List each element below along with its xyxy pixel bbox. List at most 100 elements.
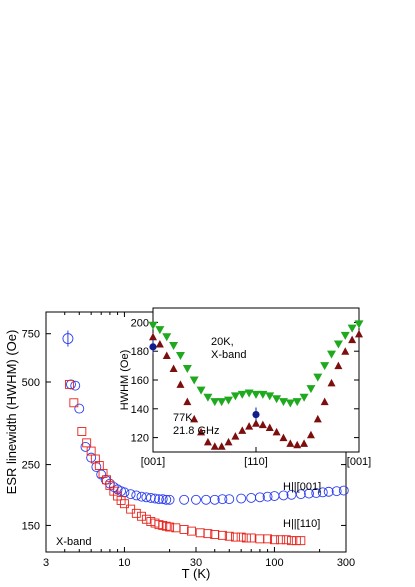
data-point-h001 xyxy=(164,494,175,505)
inset-point-20k xyxy=(162,333,172,342)
data-point-h001 xyxy=(338,485,349,496)
data-point-h001 xyxy=(91,462,102,472)
data-point-h110 xyxy=(281,535,291,545)
inset-point-20k xyxy=(258,390,268,399)
inset-plot: [001] [110] [001] 120 140 160 180 200 HWHM (Oe… xyxy=(119,307,371,468)
data-point-h001 xyxy=(125,489,136,500)
inset-point-77k xyxy=(252,419,260,427)
data-point-h001 xyxy=(150,493,160,504)
data-point-h110 xyxy=(98,469,108,478)
inset-point-77k xyxy=(183,397,192,406)
data-point-h110 xyxy=(231,532,240,542)
data-point-h001 xyxy=(74,403,85,414)
data-point-h001 xyxy=(269,491,280,501)
inset-plot-frame xyxy=(152,307,360,453)
y-axis-label: ESR linewidth (HWHM) (Oe) xyxy=(4,330,19,495)
inset-y-ticks: 120 140 160 180 200 xyxy=(131,317,359,445)
x-tick-label: 3 xyxy=(43,557,49,569)
main-y-ticks: 150 250 500 750 xyxy=(22,329,346,532)
inset-y-tick-label: 120 xyxy=(131,433,149,445)
x-tick-label: 10 xyxy=(118,557,130,569)
main-plot: 3 10 30 100 300 150 250 500 750 T (K) ESR linew… xyxy=(4,311,355,581)
data-point-h110 xyxy=(236,532,246,542)
data-point-h110 xyxy=(263,534,273,544)
data-point-h110 xyxy=(187,526,196,536)
annotation-21-8-ghz: 21.8 GHz xyxy=(173,425,219,437)
inset-y-tick-label: 140 xyxy=(131,404,149,416)
data-point-h110 xyxy=(77,427,87,436)
data-point-h110 xyxy=(241,533,251,543)
inset-x-ticks: [001] [110] [001] xyxy=(141,447,371,468)
inset-point-20k xyxy=(155,326,165,335)
inset-point-77k xyxy=(279,433,288,442)
data-point-h110 xyxy=(161,521,171,531)
data-point-h001 xyxy=(224,494,235,505)
inset-point-20k xyxy=(148,321,158,330)
inset-point-77k xyxy=(258,420,267,429)
data-point-h001 xyxy=(157,494,168,505)
inset-point-20k xyxy=(189,376,199,385)
inset-point-20k xyxy=(340,331,350,340)
data-point-h110 xyxy=(287,536,296,546)
x-tick-label: 30 xyxy=(190,557,202,569)
x-tick-label: 300 xyxy=(337,557,355,569)
inset-point-20k xyxy=(327,350,337,359)
data-point-h001 xyxy=(201,494,211,505)
data-point-h001 xyxy=(317,487,328,498)
data-point-h001 xyxy=(217,494,228,505)
inset-point-20k xyxy=(292,398,302,407)
inset-point-20k xyxy=(175,352,185,361)
inset-point-77k xyxy=(217,442,226,450)
inset-point-20k xyxy=(354,320,364,329)
inset-point-20k xyxy=(196,386,206,395)
data-point-h110 xyxy=(246,533,256,543)
inset-point-77k xyxy=(162,351,171,360)
inset-point-20k xyxy=(299,393,309,402)
inset-x-tick-label: [110] xyxy=(244,456,268,468)
data-point-h110 xyxy=(137,511,146,521)
inset-series xyxy=(148,320,364,450)
inset-point-20k xyxy=(210,398,220,407)
inset-point-77k xyxy=(272,427,281,436)
data-point-h001 xyxy=(331,486,342,497)
data-point-h110 xyxy=(69,398,79,408)
inset-y-axis-label: HWHM (Oe) xyxy=(119,350,131,411)
inset-point-20k xyxy=(230,392,240,401)
x-band-annotation: X-band xyxy=(56,536,91,548)
data-point-h110 xyxy=(269,535,279,545)
inset-x-tick-label: [001] xyxy=(141,456,165,468)
y-tick-label: 750 xyxy=(22,329,40,341)
inset-point-20k xyxy=(237,390,247,399)
data-point-h110 xyxy=(276,535,286,545)
data-point-h001 xyxy=(254,492,265,503)
inset-point-20k xyxy=(320,362,330,371)
inset-point-77k xyxy=(245,422,254,430)
inset-point-20k xyxy=(272,395,282,404)
data-point-h001 xyxy=(179,494,190,505)
inset-point-77k xyxy=(238,426,247,434)
inset-point-20k xyxy=(169,341,179,350)
y-tick-label: 500 xyxy=(22,377,40,389)
inset-x-tick-label: [001] xyxy=(347,456,371,468)
y-tick-label: 150 xyxy=(22,520,40,532)
data-point-h110 xyxy=(65,379,74,389)
data-point-h001 xyxy=(311,488,322,498)
inset-point-20k xyxy=(347,324,357,333)
inset-point-20k xyxy=(182,364,192,373)
series-label-h110: H||[110] xyxy=(283,518,320,530)
inset-point-20k xyxy=(244,389,254,398)
inset-point-20k xyxy=(306,385,316,394)
inset-point-77k xyxy=(197,427,206,436)
inset-point-77k xyxy=(306,430,315,439)
inset-point-77k xyxy=(169,364,178,372)
data-point-h001 xyxy=(236,493,247,504)
data-point-h110 xyxy=(291,536,301,546)
inset-point-20k xyxy=(278,398,288,407)
main-series xyxy=(62,330,349,546)
inset-point-77k xyxy=(203,437,212,446)
inset-y-tick-label: 180 xyxy=(131,346,149,358)
data-point-h110 xyxy=(296,536,306,546)
series-label-h001: H||[001] xyxy=(283,481,321,493)
inset-point-77k xyxy=(176,380,185,388)
